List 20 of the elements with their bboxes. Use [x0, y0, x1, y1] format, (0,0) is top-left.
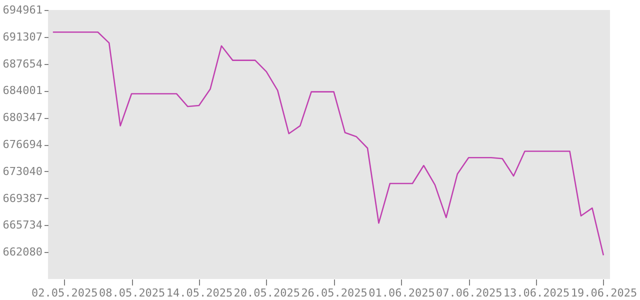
- x-tick-label: 13.06.2025: [503, 286, 570, 300]
- y-tick-label: 676694: [2, 138, 43, 151]
- x-tick-label: 14.05.2025: [166, 286, 233, 300]
- y-tick-label: 665734: [2, 218, 43, 232]
- y-tick-label: 673040: [2, 164, 42, 178]
- y-tick-label: 680347: [2, 111, 42, 124]
- y-tick-label: 684001: [2, 84, 42, 98]
- y-tick-label: 691307: [2, 30, 42, 44]
- y-tick-label: 687654: [2, 57, 43, 70]
- y-tick-label: 669387: [2, 192, 42, 205]
- x-tick-label: 19.06.2025: [570, 286, 638, 300]
- x-tick-label: 26.05.2025: [301, 286, 368, 300]
- x-tick-label: 01.06.2025: [368, 286, 435, 300]
- y-tick-label: 662080: [2, 246, 42, 259]
- x-tick-label: 20.05.2025: [234, 286, 300, 300]
- x-tick-label: 07.06.2025: [436, 286, 502, 300]
- x-tick-label: 08.05.2025: [98, 286, 166, 300]
- y-tick-label: 694961: [2, 4, 42, 16]
- line-series: [52, 31, 604, 256]
- x-tick-label: 02.05.2025: [32, 286, 98, 300]
